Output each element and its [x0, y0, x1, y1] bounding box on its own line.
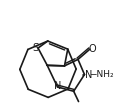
Text: N: N [54, 81, 62, 91]
Text: −NH₂: −NH₂ [89, 70, 114, 79]
Text: O: O [89, 44, 96, 54]
Text: S: S [32, 43, 39, 52]
Text: N: N [85, 70, 92, 79]
